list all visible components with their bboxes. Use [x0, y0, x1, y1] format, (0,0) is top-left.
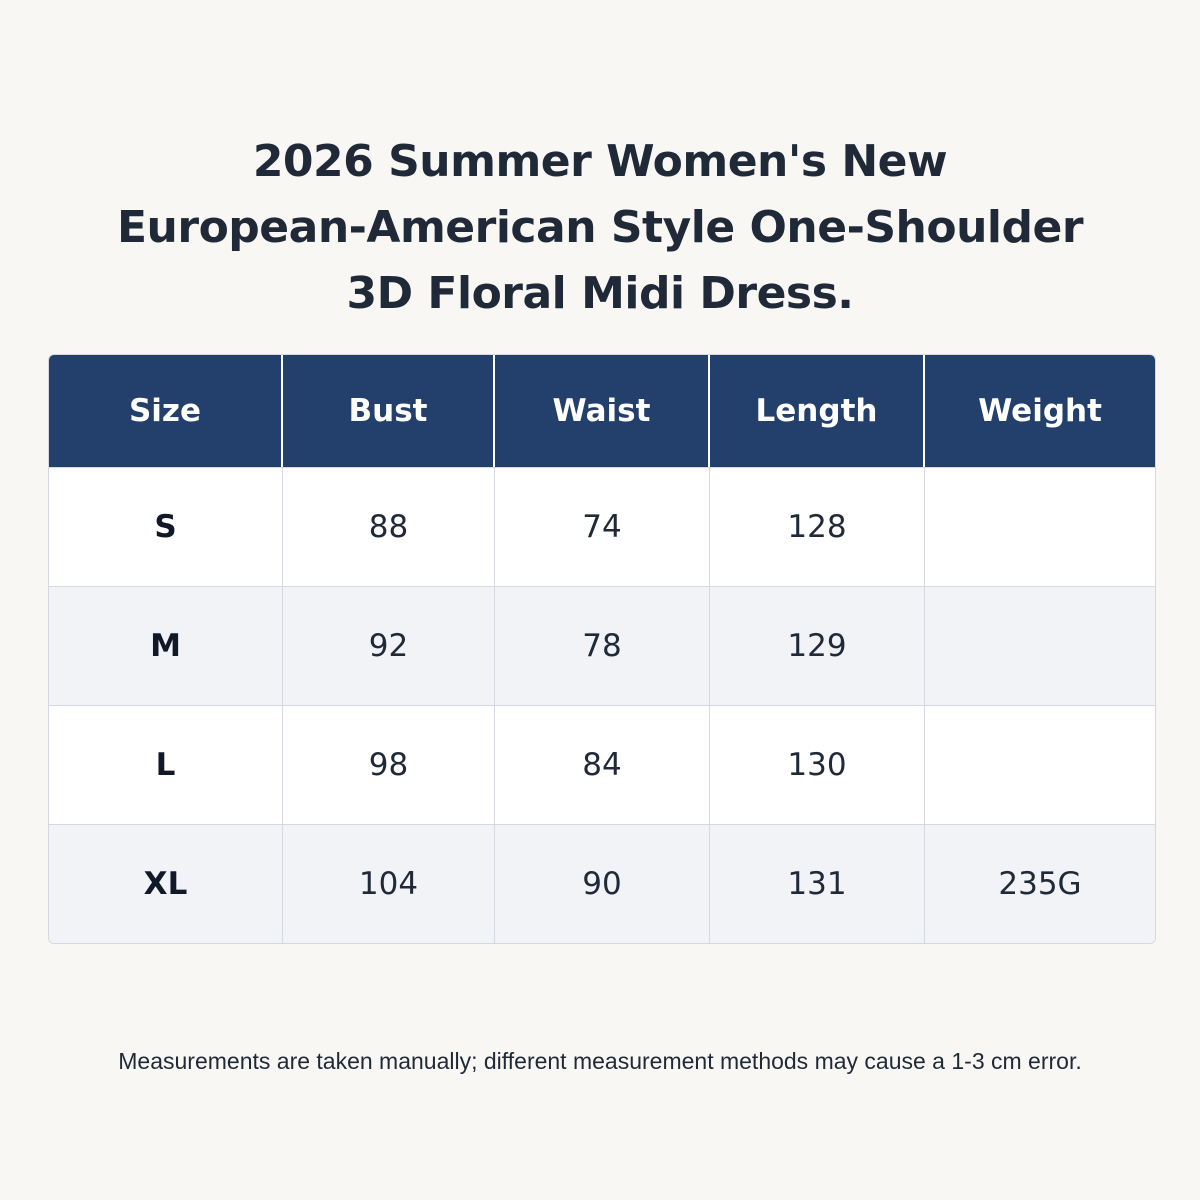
title-line-3: 3D Floral Midi Dress. — [346, 268, 854, 320]
title-line-2: European-American Style One-Shoulder — [116, 202, 1084, 254]
table-row: M 92 78 129 — [49, 586, 1155, 705]
table-row: L 98 84 130 — [49, 705, 1155, 824]
bust-cell: 92 — [283, 586, 495, 705]
bust-cell: 98 — [283, 705, 495, 824]
size-cell: S — [49, 467, 283, 586]
weight-cell — [925, 467, 1155, 586]
waist-cell: 84 — [495, 705, 710, 824]
waist-cell: 78 — [495, 586, 710, 705]
table-row: XL 104 90 131 235G — [49, 824, 1155, 943]
weight-cell — [925, 586, 1155, 705]
measurement-note: Measurements are taken manually; differe… — [118, 1048, 1082, 1074]
weight-cell: 235G — [925, 824, 1155, 943]
table-row: S 88 74 128 — [49, 467, 1155, 586]
length-cell: 130 — [710, 705, 925, 824]
column-header-waist: Waist — [495, 355, 710, 467]
title-line-1: 2026 Summer Women's New — [252, 136, 948, 188]
waist-cell: 90 — [495, 824, 710, 943]
bust-cell: 104 — [283, 824, 495, 943]
size-cell: XL — [49, 824, 283, 943]
weight-cell — [925, 705, 1155, 824]
column-header-weight: Weight — [925, 355, 1155, 467]
length-cell: 131 — [710, 824, 925, 943]
length-cell: 129 — [710, 586, 925, 705]
bust-cell: 88 — [283, 467, 495, 586]
size-cell: L — [49, 705, 283, 824]
length-cell: 128 — [710, 467, 925, 586]
size-chart-table: Size Bust Waist Length Weight S 88 74 12… — [48, 354, 1156, 944]
table-header-row: Size Bust Waist Length Weight — [49, 355, 1155, 467]
column-header-length: Length — [710, 355, 925, 467]
column-header-size: Size — [49, 355, 283, 467]
size-cell: M — [49, 586, 283, 705]
column-header-bust: Bust — [283, 355, 495, 467]
page-title: 2026 Summer Women's New European-America… — [60, 129, 1140, 327]
waist-cell: 74 — [495, 467, 710, 586]
